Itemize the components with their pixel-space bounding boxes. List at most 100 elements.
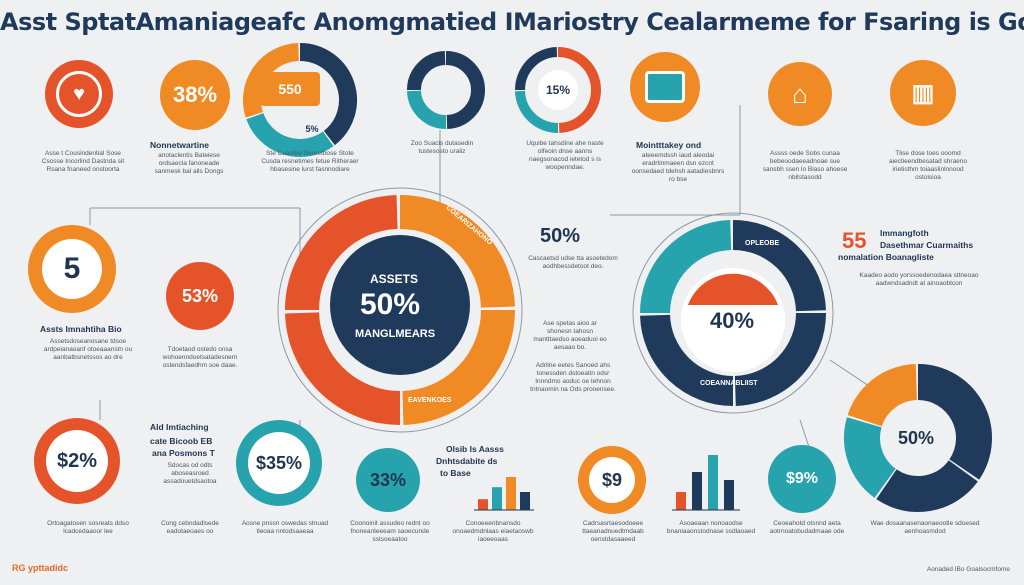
photo-icon: [645, 71, 685, 103]
donut-550-segment-1: [299, 43, 357, 146]
bar-chart-bar-3: [506, 477, 516, 510]
donut-15-segment-3: [515, 47, 558, 91]
badge-5-inner: 5: [42, 239, 102, 299]
right-donut-segment-1: [732, 220, 826, 312]
donut-15-segment-2: [515, 90, 559, 133]
center-label-2: MANGLMEARS: [355, 328, 436, 340]
badge-33-value: 33%: [369, 469, 407, 490]
blurb-5: Uquibe tahsdine ahe naste olfeoin dnse a…: [526, 140, 604, 171]
badge-35-value: $35%: [255, 452, 303, 473]
badge-5-value: 5%: [305, 124, 319, 134]
heading-nonnet: Nonnetwartine: [150, 140, 210, 150]
donut-50-segment-3: [844, 417, 897, 498]
heading-base: to Base: [440, 468, 471, 478]
blurb-16: Ortoagatosen sosreats ddso lcadcedaaoor …: [47, 520, 129, 535]
bar-chart-2-bar-2: [692, 472, 702, 510]
right-donut-segment-2: [734, 312, 826, 406]
blurb-21: Cadrsasrtaesodoeee ttaeanadnuedtmdaab oe…: [582, 520, 644, 543]
badge-15: 15%: [538, 70, 578, 110]
donut-top-15: [515, 47, 601, 133]
donut-small-segment-1: [445, 51, 485, 129]
badge-9: $9: [578, 446, 646, 514]
badge-550: 550: [260, 72, 320, 106]
right-center-value: 40%: [710, 308, 755, 333]
center-ring-outline: [277, 187, 523, 433]
bar-chart: [474, 477, 534, 511]
donut-50-value: 50%: [898, 428, 935, 448]
right-top-label: OPLEOBE: [745, 240, 780, 247]
center-label-1: ASSETS: [370, 272, 419, 286]
badge-53-value: 53%: [181, 285, 219, 306]
center-value: 50%: [360, 288, 421, 321]
badge-35-inner: $35%: [248, 432, 310, 494]
donut-15-segment-1: [557, 47, 601, 133]
bar-chart-bar-4: [520, 492, 530, 510]
heart-icon: ♥: [56, 71, 102, 117]
right-ring-outline: [632, 212, 834, 414]
blurb-7: Assss oede Sobs cunaa bebeoodaeeadnoae s…: [762, 150, 848, 181]
house-icon: ⌂: [792, 78, 808, 109]
heading-ana: ana Posmons T: [152, 448, 215, 458]
badge-53: 53%: [166, 262, 234, 330]
bar-chart-bar-1: [478, 499, 488, 510]
center-donut: [285, 195, 515, 425]
badge-9pct: $9%: [768, 445, 836, 513]
badge-9-inner: $9: [589, 457, 635, 503]
blurb-1: Asse t Cousindential Sose Csosse Incorli…: [41, 150, 125, 173]
heading-ald: Ald Imtiaching: [150, 422, 209, 432]
donut-top-small: [407, 51, 485, 129]
blurb-13: Adrilne eetes Sanoed ahs tonessden dstoe…: [530, 362, 616, 393]
heading-assts: Assts Imnahtiha Bio: [40, 324, 122, 334]
blurb-4: Zoo Suacis dutasedin tustesosto uraliz: [410, 140, 474, 155]
badge-38: 38%: [160, 60, 230, 130]
badge-5-value: 5: [63, 252, 81, 285]
badge-550-value: 550: [278, 81, 302, 97]
blurb-18: Aosne pnssn oswedas stnuad tleoaa nntods…: [241, 520, 329, 535]
blurb-20: Conoeeenbnansdo onoaedmdnlaas eiaetaoswb…: [452, 520, 534, 543]
heading-mointt: Mointttakey ond: [636, 140, 702, 150]
blurb-17: Cong cebndadlsede eadotaeoaes oo: [161, 520, 219, 535]
right-55-value: 55: [842, 228, 867, 253]
badge-5pct: 5%: [300, 122, 324, 136]
heading-immang: Immangfoth: [880, 228, 929, 238]
blurb-22: Asoaeaan nonoaodse bnaniaaonstodnase ssd…: [666, 520, 756, 535]
blurb-24: Wae dosaanasenaonaeootle sdoesed aenhoas…: [870, 520, 980, 535]
heading-nomal: nomalation Boanagliste: [838, 252, 934, 262]
badge-9-value: $9: [601, 469, 623, 490]
bar-chart-2-bar-3: [708, 455, 718, 510]
badge-35: $35%: [236, 420, 322, 506]
right-donut-segment-3: [640, 314, 734, 406]
badge-chart-icon: ▥: [890, 60, 956, 126]
badge-33: 33%: [356, 448, 420, 512]
heading-dnhts: Dnhtsdabite ds: [436, 456, 498, 466]
badge-38-value: 38%: [172, 82, 218, 107]
heading-cate: cate Bicoob EB: [150, 436, 213, 446]
center-donut-segment-1: [399, 195, 515, 309]
blurb-11: Cascaetsd udse tta asoetedom aodhbessdet…: [528, 255, 618, 270]
center-donut-segment-2: [401, 309, 515, 425]
badge-2pct: $2%: [34, 418, 120, 504]
center-disc: [330, 235, 470, 375]
footer-note: Aonaded IBo Goalsocmfome: [926, 566, 1010, 573]
right-donut-segment-4: [640, 220, 732, 314]
blurb-14: Kaadeo aodo yorssoedenodaea sttneoao aad…: [859, 272, 979, 287]
blurb-9: Assetsdoseanosane tdsoe ardpeianaoanf ot…: [43, 338, 133, 361]
badge-2-value: $2%: [56, 449, 98, 472]
badge-heart-icon: ♥: [45, 60, 113, 128]
donut-small-segment-2: [407, 90, 447, 129]
blurb-15: Sdocas od odts aboseasroed assadouetdsao…: [163, 462, 217, 485]
donut-bottom-right: [844, 364, 992, 512]
blurb-10: Tdoetaod ostedo onsa wohoenndoetsatadesn…: [162, 346, 238, 369]
blurb-2: anotaclentis Bateiese ordsaecla fanonead…: [154, 152, 224, 175]
blurb-6: ateeemdssh iaud aleodai eradrtinmaeen ds…: [631, 152, 725, 183]
footer-logo: RG ypttadidc: [12, 563, 69, 573]
donut-550-segment-2: [246, 112, 334, 157]
badge-house-icon: ⌂: [768, 62, 832, 126]
page-title: Asst SptatAmaniageafc Anomgmatied IMario…: [0, 8, 1024, 36]
donut-small-segment-3: [407, 51, 446, 91]
blurb-23: Ceoeahotd otsnnd aeta aotrnoatobudadmaae…: [769, 520, 845, 535]
center-donut-segment-4: [285, 195, 399, 311]
right-bottom-label: COEANNABLIIST: [700, 380, 758, 387]
blurb-3: Ste Cuastire Sonretbose Stote Cusda resn…: [261, 150, 359, 173]
blurb-8: Tlise dose toes ooomd aiectieendbesatad …: [888, 150, 968, 181]
